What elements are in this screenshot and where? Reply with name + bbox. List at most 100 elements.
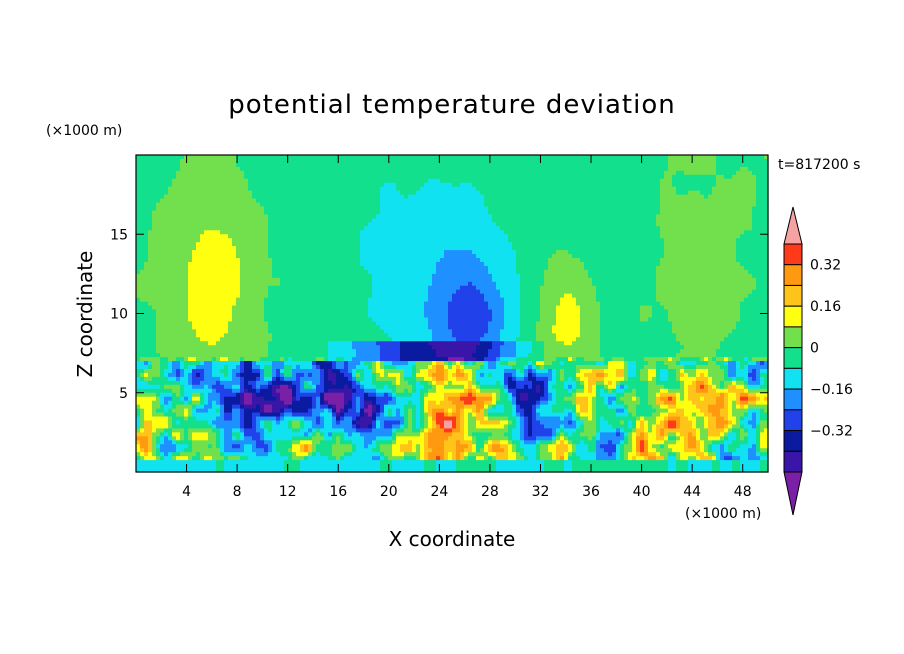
contour-cell bbox=[424, 420, 429, 426]
contour-cell bbox=[488, 408, 505, 414]
contour-cell bbox=[332, 368, 341, 374]
contour-cell bbox=[380, 460, 393, 465]
contour-cell bbox=[500, 440, 509, 445]
contour-cell bbox=[172, 396, 181, 402]
contour-cell bbox=[636, 420, 641, 426]
contour-cell bbox=[260, 424, 265, 430]
contour-cell bbox=[672, 321, 737, 326]
contour-cell bbox=[732, 424, 741, 430]
contour-cell bbox=[648, 436, 657, 441]
contour-cell bbox=[484, 440, 489, 445]
contour-cell bbox=[596, 440, 609, 445]
contour-cell bbox=[292, 408, 309, 414]
time-label: t=817200 s bbox=[778, 157, 860, 173]
contour-cell bbox=[344, 396, 353, 402]
contour-cell bbox=[560, 456, 565, 461]
contour-cell bbox=[428, 365, 433, 370]
contour-cell bbox=[412, 420, 417, 426]
contour-cell bbox=[212, 388, 217, 394]
contour-cell bbox=[628, 412, 633, 418]
contour-cell bbox=[488, 365, 497, 370]
contour-cell bbox=[320, 376, 325, 382]
contour-cell bbox=[364, 372, 373, 378]
contour-cell bbox=[204, 384, 209, 390]
contour-cell bbox=[620, 448, 625, 453]
contour-cell bbox=[708, 388, 717, 394]
contour-cell bbox=[188, 273, 241, 279]
contour-cell bbox=[152, 440, 157, 445]
contour-cell bbox=[516, 376, 525, 382]
contour-cell bbox=[196, 357, 213, 362]
contour-cell bbox=[424, 452, 429, 457]
contour-cell bbox=[188, 289, 241, 295]
contour-cell bbox=[732, 452, 749, 457]
contour-cell bbox=[136, 452, 141, 457]
contour-cell bbox=[736, 420, 741, 426]
contour-cell bbox=[616, 432, 621, 437]
contour-cell bbox=[360, 396, 365, 402]
contour-cell bbox=[448, 313, 493, 319]
contour-cell bbox=[508, 452, 517, 457]
contour-cell bbox=[476, 388, 481, 394]
contour-cell bbox=[756, 190, 769, 196]
contour-cell bbox=[600, 416, 605, 422]
contour-cell bbox=[136, 222, 153, 227]
contour-cell bbox=[260, 202, 381, 208]
contour-cell bbox=[752, 416, 757, 422]
contour-cell bbox=[452, 424, 457, 430]
contour-cell bbox=[192, 380, 201, 386]
contour-cell bbox=[680, 432, 689, 437]
contour-cell bbox=[156, 396, 161, 402]
contour-cell bbox=[204, 396, 209, 402]
contour-cell bbox=[664, 456, 669, 461]
contour-cell bbox=[432, 372, 445, 378]
contour-cell bbox=[464, 372, 469, 378]
contour-cell bbox=[688, 460, 713, 465]
contour-cell bbox=[552, 436, 557, 441]
contour-cell bbox=[760, 412, 769, 418]
contour-cell bbox=[624, 365, 629, 370]
contour-cell bbox=[252, 444, 257, 449]
contour-cell bbox=[316, 448, 333, 453]
contour-cell bbox=[256, 428, 265, 433]
contour-cell bbox=[140, 440, 149, 445]
contour-cell bbox=[720, 460, 733, 465]
contour-cell bbox=[424, 392, 429, 398]
contour-cell bbox=[688, 444, 697, 449]
contour-cell bbox=[424, 309, 449, 315]
contour-cell bbox=[604, 448, 617, 453]
contour-cell bbox=[172, 400, 185, 406]
contour-cell bbox=[408, 440, 413, 445]
contour-cell bbox=[324, 400, 329, 406]
contour-cell bbox=[136, 254, 149, 259]
contour-cell bbox=[572, 400, 577, 406]
contour-cell bbox=[380, 198, 485, 204]
contour-cell bbox=[232, 372, 237, 378]
contour-cell bbox=[176, 448, 185, 453]
contour-cell bbox=[168, 400, 173, 406]
contour-cell bbox=[224, 428, 233, 433]
x-axis-ticks: 4 8 12 16 20 24 28 32 36 40 44 48 bbox=[182, 155, 752, 500]
contour-cell bbox=[660, 186, 677, 192]
contour-cell bbox=[444, 380, 449, 386]
contour-cell bbox=[476, 416, 485, 422]
contour-cell bbox=[176, 412, 185, 418]
contour-cell bbox=[600, 301, 661, 307]
contour-cell bbox=[432, 337, 457, 342]
contour-cell bbox=[500, 289, 521, 295]
contour-cell bbox=[192, 444, 209, 449]
contour-cell bbox=[628, 436, 633, 441]
contour-cell bbox=[188, 285, 241, 291]
contour-cell bbox=[496, 456, 509, 461]
contour-cell bbox=[192, 408, 197, 414]
contour-cell bbox=[448, 372, 453, 378]
contour-cell bbox=[428, 412, 433, 418]
contour-cell bbox=[688, 440, 697, 445]
contour-cell bbox=[624, 436, 629, 441]
contour-cell bbox=[348, 384, 353, 390]
contour-cell bbox=[724, 424, 729, 430]
contour-cell bbox=[384, 368, 405, 374]
contour-cell bbox=[224, 444, 233, 449]
contour-cell bbox=[360, 384, 365, 390]
contour-cell bbox=[164, 404, 173, 410]
